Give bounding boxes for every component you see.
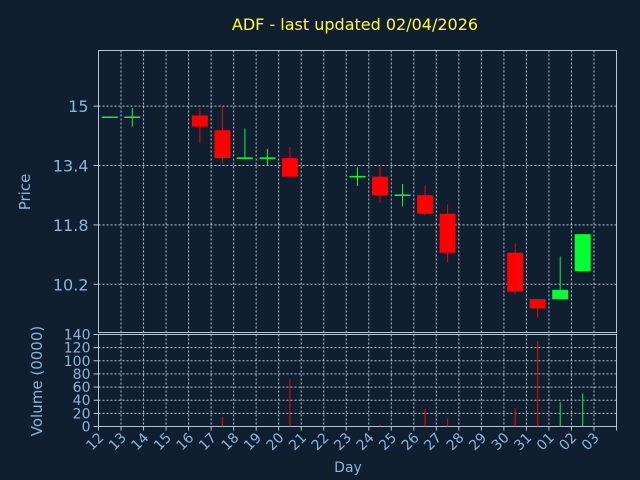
- x-tick-label: 29: [466, 430, 490, 454]
- x-tick-label: 20: [264, 430, 288, 454]
- candle-body: [574, 234, 591, 272]
- volume-tick-label: 40: [73, 393, 91, 409]
- candle-31: [529, 299, 546, 318]
- candle-18: [236, 128, 253, 159]
- volume-tick-label: 0: [82, 420, 91, 436]
- candle-17: [214, 106, 231, 164]
- volume-tick-label: 60: [73, 380, 91, 396]
- chart-title: ADF - last updated 02/04/2026: [232, 15, 478, 34]
- candle-body: [191, 115, 208, 127]
- x-tick-label: 22: [309, 430, 333, 454]
- x-tick-label: 13: [106, 430, 130, 454]
- price-panel: 10.2 11.8 13.4 15 Price: [16, 50, 617, 333]
- candle-01: [552, 256, 569, 300]
- candle-02: [574, 234, 591, 272]
- candle-19: [259, 148, 276, 166]
- candle-body: [372, 176, 389, 196]
- candle-24: [372, 165, 389, 203]
- x-tick-label: 30: [489, 430, 513, 454]
- candle-body: [507, 252, 524, 292]
- price-tick-label: 11.8: [53, 216, 89, 235]
- volume-tick-label: 100: [64, 354, 91, 370]
- x-tick-label: 15: [151, 430, 175, 454]
- price-tick-label: 10.2: [53, 275, 89, 294]
- candle-body: [529, 299, 546, 309]
- candle-26: [417, 185, 434, 216]
- x-tick-label: 17: [196, 430, 220, 454]
- x-tick-label: 25: [376, 430, 400, 454]
- x-tick-label: 02: [556, 430, 580, 454]
- x-tick-label: 16: [173, 430, 197, 454]
- candle-body: [281, 158, 298, 177]
- x-axis-label: Day: [334, 460, 362, 476]
- price-tick-label: 15: [68, 97, 88, 116]
- x-tick-label: 24: [354, 430, 378, 454]
- x-tick-label: 31: [511, 430, 535, 454]
- candle-23: [349, 167, 366, 186]
- x-tick-label: 01: [534, 430, 558, 454]
- x-tick-label: 26: [399, 430, 423, 454]
- x-tick-label: 14: [128, 430, 152, 454]
- candle-body: [417, 195, 434, 214]
- candle-body: [214, 130, 231, 159]
- candle-16: [191, 108, 208, 144]
- x-tick-label: 21: [286, 430, 310, 454]
- price-plot-frame: [98, 50, 617, 333]
- x-tick-label: 03: [579, 430, 603, 454]
- volume-plot-frame: [98, 334, 617, 427]
- candle-body: [552, 289, 569, 300]
- x-tick-label: 28: [444, 430, 468, 454]
- candle-body: [439, 213, 456, 253]
- candle-25: [394, 184, 411, 207]
- volume-tick-label: 80: [73, 367, 91, 383]
- price-axis-label: Price: [16, 174, 34, 211]
- x-tick-label: 27: [421, 430, 445, 454]
- x-tick-label: 18: [219, 430, 243, 454]
- candle-13: [124, 108, 141, 127]
- x-tick-label: 19: [241, 430, 265, 454]
- candle-30: [507, 243, 524, 294]
- volume-axis-label: Volume (0000): [28, 326, 46, 436]
- volume-tick-label: 120: [64, 341, 91, 357]
- x-tick-label: 23: [331, 430, 355, 454]
- candle-20: [281, 146, 298, 177]
- price-tick-label: 13.4: [53, 157, 89, 176]
- candle-27: [439, 204, 456, 262]
- volume-tick-label: 140: [64, 328, 91, 344]
- volume-tick-label: 20: [73, 406, 91, 422]
